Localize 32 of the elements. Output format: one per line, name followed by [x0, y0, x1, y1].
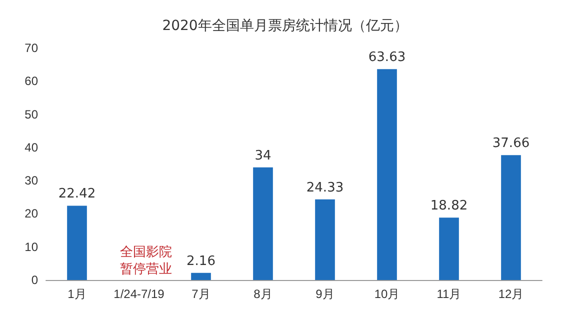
data-label: 18.82: [430, 198, 468, 214]
x-tick-label: 1月: [68, 287, 86, 301]
y-tick-label: 70: [24, 41, 38, 55]
data-label: 22.42: [58, 186, 96, 202]
y-tick-label: 50: [24, 107, 38, 122]
bar: [315, 199, 335, 280]
y-tick-label: 40: [24, 140, 38, 154]
x-tick-label: 9月: [316, 287, 334, 301]
y-tick-label: 30: [24, 174, 38, 188]
x-tick-label: 8月: [254, 287, 272, 301]
bar: [191, 272, 211, 280]
data-label: 37.66: [492, 136, 530, 152]
x-tick-label: 11月: [436, 287, 462, 301]
annotation: 全国影院暂停营业: [120, 245, 172, 277]
bar: [253, 167, 273, 280]
x-tick-label: 10月: [374, 287, 400, 301]
data-label: 34: [254, 148, 272, 164]
data-label: 2.16: [186, 254, 216, 269]
y-tick-label: 60: [24, 74, 38, 88]
y-tick-label: 10: [24, 240, 38, 254]
data-label: 63.63: [368, 50, 406, 66]
y-tick-label: 20: [24, 206, 38, 221]
bar: [377, 69, 397, 280]
data-label: 24.33: [306, 180, 344, 196]
y-tick-label: 0: [31, 273, 38, 287]
x-tick-label: 1/24-7/19: [114, 287, 165, 301]
x-tick-label: 7月: [192, 287, 210, 301]
bar: [67, 206, 87, 280]
x-tick-label: 12月: [498, 287, 524, 301]
bar: [439, 218, 459, 280]
chart-title: 2020年全国单月票房统计情况（亿元）: [162, 18, 408, 34]
bar: [501, 155, 521, 280]
